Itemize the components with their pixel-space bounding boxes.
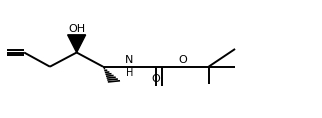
Polygon shape [68,35,86,53]
Text: N: N [125,55,134,65]
Text: OH: OH [68,24,85,34]
Text: O: O [178,55,187,65]
Text: H: H [126,68,133,78]
Text: O: O [151,74,160,84]
